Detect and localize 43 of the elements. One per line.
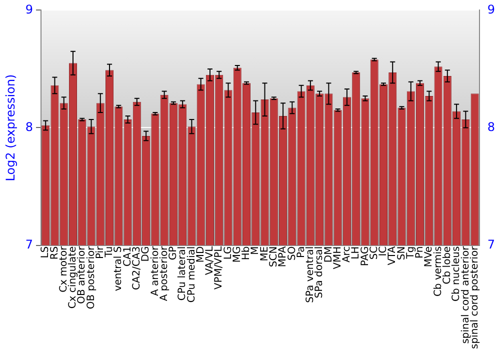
x-tick-label: DG bbox=[140, 246, 152, 262]
x-tick-label: Cb vermis bbox=[432, 246, 444, 297]
x-tick-label: A posterior bbox=[158, 245, 170, 302]
x-tick-label: OB posterior bbox=[86, 245, 97, 310]
x-tick-label: Tg bbox=[405, 246, 416, 260]
x-tick-label: spinal cord posterior bbox=[469, 245, 480, 350]
x-tick-label: M bbox=[250, 246, 262, 255]
x-tick-label: DM bbox=[323, 246, 334, 263]
x-tick-label: SCN bbox=[268, 246, 280, 268]
y-axis-title: Log2 (expression) bbox=[3, 74, 18, 182]
x-tick-label: Pa bbox=[296, 246, 307, 258]
y2-tick-label: 7 bbox=[487, 237, 496, 252]
x-tick-label: ME bbox=[259, 246, 270, 262]
y-tick-label: 8 bbox=[25, 120, 34, 134]
y-tick-label: 7 bbox=[25, 237, 34, 252]
x-tick-label: LG bbox=[222, 246, 234, 260]
x-tick-label: RS bbox=[49, 246, 60, 260]
x-tick-label: Cb lobe bbox=[442, 246, 453, 284]
x-tick-label: SO bbox=[286, 246, 298, 261]
y2-tick-label: 9 bbox=[487, 2, 496, 16]
x-tick-label: VMH bbox=[332, 246, 344, 270]
x-tick-label: SN bbox=[396, 246, 408, 260]
x-tick-label: spinal cord anterior bbox=[460, 245, 472, 344]
y2-tick-label: 8 bbox=[487, 120, 496, 134]
x-tick-label: GP bbox=[168, 246, 180, 260]
x-tick-label: MG bbox=[232, 246, 243, 263]
x-tick-label: ventral S bbox=[113, 246, 124, 292]
x-tick-label: PAG bbox=[360, 246, 371, 266]
x-tick-label: A anterior bbox=[150, 245, 161, 296]
x-tick-label: MVe bbox=[424, 246, 435, 268]
x-tick-label: Cx motor bbox=[58, 245, 70, 292]
x-tick-label: SPa dorsal bbox=[314, 246, 326, 298]
x-tick-label: SC bbox=[368, 246, 380, 260]
x-tick-label: LH bbox=[350, 246, 362, 260]
x-tick-label: MPA bbox=[278, 246, 289, 268]
x-tick-label: MD bbox=[195, 246, 206, 263]
x-tick-label: CA1 bbox=[122, 246, 134, 266]
x-tick-label: VPM/VPL bbox=[214, 246, 225, 290]
x-tick-label: VTA bbox=[387, 246, 398, 266]
y-tick-label: 9 bbox=[25, 2, 34, 16]
x-tick-label: Pir bbox=[94, 245, 106, 259]
x-tick-label: LS bbox=[40, 246, 52, 258]
x-tick-label: CPu medial bbox=[186, 246, 198, 303]
